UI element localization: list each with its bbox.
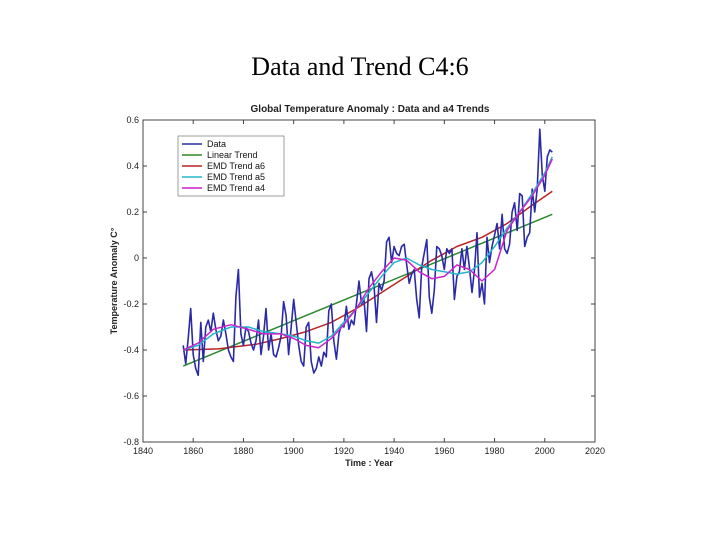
x-tick-label: 1980 [485, 446, 505, 456]
series-line-emd-trend-a5 [182, 156, 553, 351]
x-tick-label: 2000 [535, 446, 555, 456]
x-tick-label: 1860 [183, 446, 203, 456]
y-tick-label: 0.4 [126, 161, 139, 171]
chart-title: Global Temperature Anomaly : Data and a4… [251, 104, 490, 115]
x-tick-label: 1920 [334, 446, 354, 456]
x-tick-label: 1900 [284, 446, 304, 456]
legend-label: Data [207, 139, 226, 149]
temperature-chart: Global Temperature Anomaly : Data and a4… [109, 104, 605, 468]
legend-label: Linear Trend [207, 150, 258, 160]
x-axis-label: Time : Year [345, 458, 393, 468]
legend-label: EMD Trend a5 [207, 172, 265, 182]
legend-label: EMD Trend a4 [207, 183, 265, 193]
x-tick-label: 1840 [133, 446, 153, 456]
y-tick-label: 0 [134, 253, 139, 263]
slide-title: Data and Trend C4:6 [251, 52, 469, 81]
series-line-data [182, 128, 553, 377]
x-tick-label: 2020 [585, 446, 605, 456]
x-tick-label: 1940 [384, 446, 404, 456]
y-axis-label: Temperature Anomaly C° [109, 227, 119, 334]
legend-label: EMD Trend a6 [207, 161, 265, 171]
series-line-emd-trend-a4 [182, 158, 553, 351]
y-tick-label: -0.8 [123, 437, 139, 447]
y-tick-label: -0.4 [123, 345, 139, 355]
y-tick-label: 0.6 [126, 115, 139, 125]
y-tick-label: 0.2 [126, 207, 139, 217]
y-tick-label: -0.2 [123, 299, 139, 309]
y-tick-label: -0.6 [123, 391, 139, 401]
series-line-emd-trend-a6 [183, 190, 553, 351]
x-tick-label: 1960 [434, 446, 454, 456]
x-tick-label: 1880 [233, 446, 253, 456]
